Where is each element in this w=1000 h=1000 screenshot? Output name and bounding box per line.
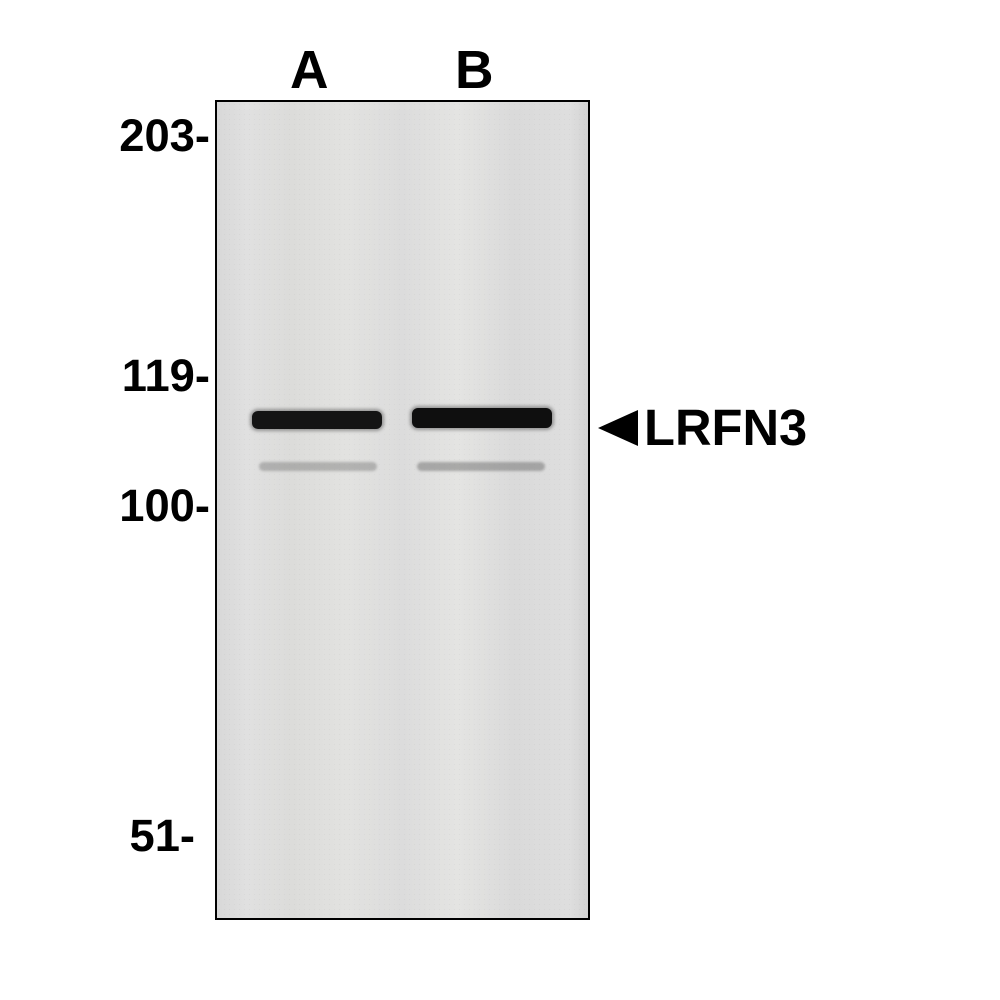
figure-canvas: A B 203- 119- 100- 51- LRFN3 xyxy=(0,0,1000,1000)
arrowhead-icon xyxy=(598,410,638,446)
mw-label-51: 51- xyxy=(129,810,195,862)
mw-label-119: 119- xyxy=(122,350,210,402)
band-lane-a-faint xyxy=(259,462,377,471)
band-lane-b-major xyxy=(412,408,552,428)
target-protein-label: LRFN3 xyxy=(644,398,807,457)
mw-label-100: 100- xyxy=(119,480,210,532)
target-annotation: LRFN3 xyxy=(598,398,807,457)
mw-label-203: 203- xyxy=(119,110,210,162)
band-lane-a-major xyxy=(252,411,382,429)
lane-header-b: B xyxy=(455,40,494,101)
band-lane-b-faint xyxy=(417,462,545,471)
membrane-grain xyxy=(217,102,588,918)
lane-header-a: A xyxy=(290,40,329,101)
blot-membrane xyxy=(215,100,590,920)
